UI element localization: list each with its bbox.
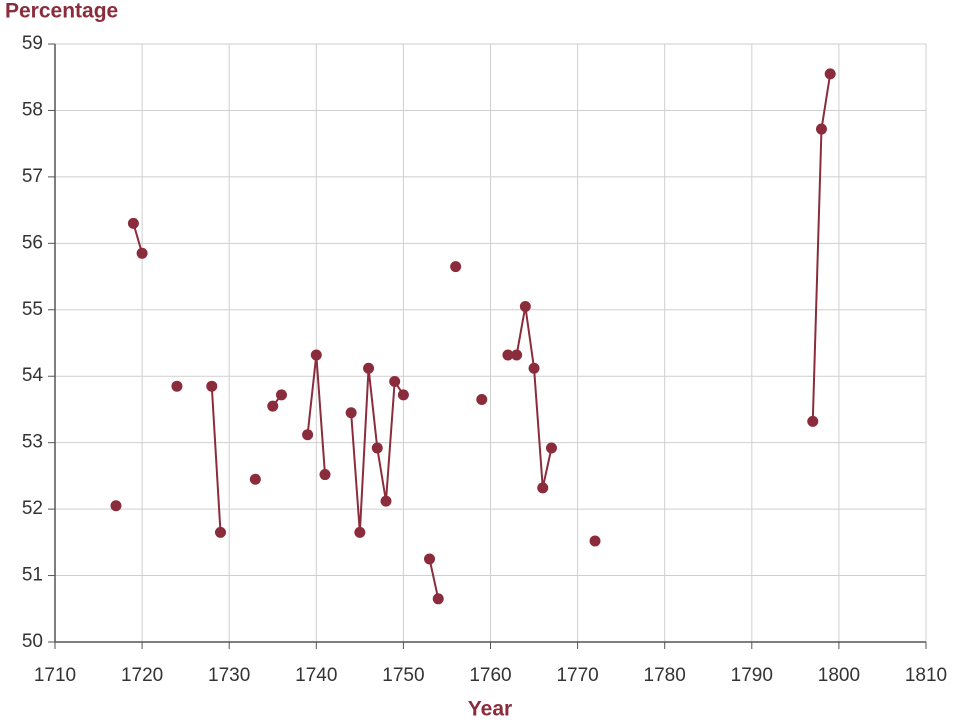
x-tick-label: 1760 [469,665,511,686]
x-tick-label: 1710 [34,665,76,686]
data-point [110,500,122,512]
x-tick-label: 1770 [556,665,598,686]
data-point [127,217,139,229]
x-tick-label: 1790 [731,665,773,686]
data-point [528,362,540,374]
data-point [424,553,436,565]
y-tick-label: 59 [22,33,43,54]
y-tick-label: 50 [22,631,43,652]
x-axis-title: Year [468,698,512,721]
y-tick-label: 57 [22,166,43,187]
data-point [310,349,322,361]
data-point [807,415,819,427]
data-line [210,386,222,533]
data-point [397,389,409,401]
data-point [380,495,392,507]
y-tick-label: 51 [22,565,43,586]
data-point [589,535,601,547]
data-point [363,362,375,374]
x-tick-label: 1800 [818,665,860,686]
data-point [476,393,488,405]
data-point [371,442,383,454]
data-point [432,593,444,605]
x-tick-label: 1730 [208,665,250,686]
y-axis-title: Percentage [5,0,118,23]
x-tick-label: 1780 [644,665,686,686]
data-point [545,442,557,454]
data-point [249,473,261,485]
x-tick-label: 1810 [905,665,947,686]
data-point [511,349,523,361]
y-tick-label: 54 [22,365,44,386]
data-point [450,261,462,273]
data-point [214,526,226,538]
data-point [519,300,531,312]
y-tick-label: 52 [22,498,43,519]
y-tick-label: 53 [22,432,43,453]
x-tick-label: 1720 [121,665,163,686]
y-tick-label: 58 [22,99,43,120]
data-point [502,349,514,361]
x-tick-label: 1740 [295,665,337,686]
data-point [302,429,314,441]
data-point [824,68,836,80]
x-tick-label: 1750 [382,665,424,686]
data-point [171,380,183,392]
data-point [815,123,827,135]
data-point [319,469,331,481]
data-line [428,558,440,600]
data-point [354,526,366,538]
data-point [267,400,279,412]
data-point [345,407,357,419]
data-line [507,306,553,489]
data-point [537,482,549,494]
data-point [389,376,401,388]
data-point [275,389,287,401]
data-point [206,380,218,392]
y-tick-label: 56 [22,232,43,253]
data-point [136,247,148,259]
y-tick-label: 55 [22,299,43,320]
